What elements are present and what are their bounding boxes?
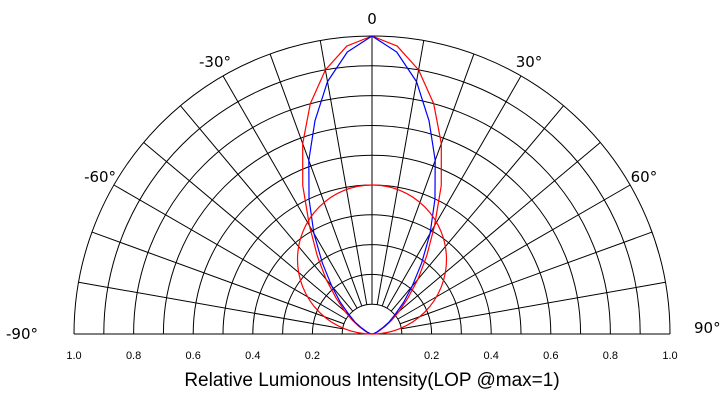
angle-tick-label: 60° [631,168,658,186]
grid [73,35,671,335]
angle-tick-label: 30° [516,53,543,71]
series-reference-circle [296,184,448,335]
grid-spoke [401,281,666,330]
series-layer [296,35,448,335]
radius-tick-label: 0.8 [603,350,618,362]
labels: -90° -60° -30° 0 30° 60° 90° 1.0 0.8 0.6 0.4 0.2 0.2… [6,10,721,362]
grid-spoke [376,40,425,305]
radius-tick-label: 0.4 [484,350,499,362]
angle-tick-label: -90° [6,325,38,343]
grid-spoke [222,75,358,309]
grid-spoke [400,231,653,325]
radius-tick-label: 0.2 [305,350,320,362]
grid-spoke [78,281,343,330]
angle-tick-label: 90° [694,319,721,337]
grid-spoke [319,40,368,305]
grid-spoke [91,231,344,325]
radius-tick-label: 0.8 [126,350,141,362]
radius-tick-label: 0.6 [186,350,201,362]
x-axis-label: Relative Lumionous Intensity(LOP @max=1) [184,370,559,391]
radius-tick-label: 1.0 [66,350,81,362]
angle-tick-label: -60° [84,168,116,186]
grid-spoke [269,53,363,306]
grid-spoke [386,75,522,309]
angle-tick-label: -30° [199,53,231,71]
grid-ring-1 [341,303,403,335]
radius-tick-label: 0.6 [543,350,558,362]
grid-spoke [381,53,475,306]
radius-tick-label: 0.2 [424,350,439,362]
grid-spoke [143,142,350,316]
radius-tick-label: 0.4 [245,350,260,362]
grid-spoke [113,184,347,320]
grid-spoke [394,142,601,316]
angle-tick-label: 0 [367,10,377,28]
grid-spoke [180,105,354,312]
grid-spoke [397,184,631,320]
series-pattern-2 [308,35,436,335]
grid-spoke [390,105,564,312]
radius-tick-label: 1.0 [662,350,677,362]
